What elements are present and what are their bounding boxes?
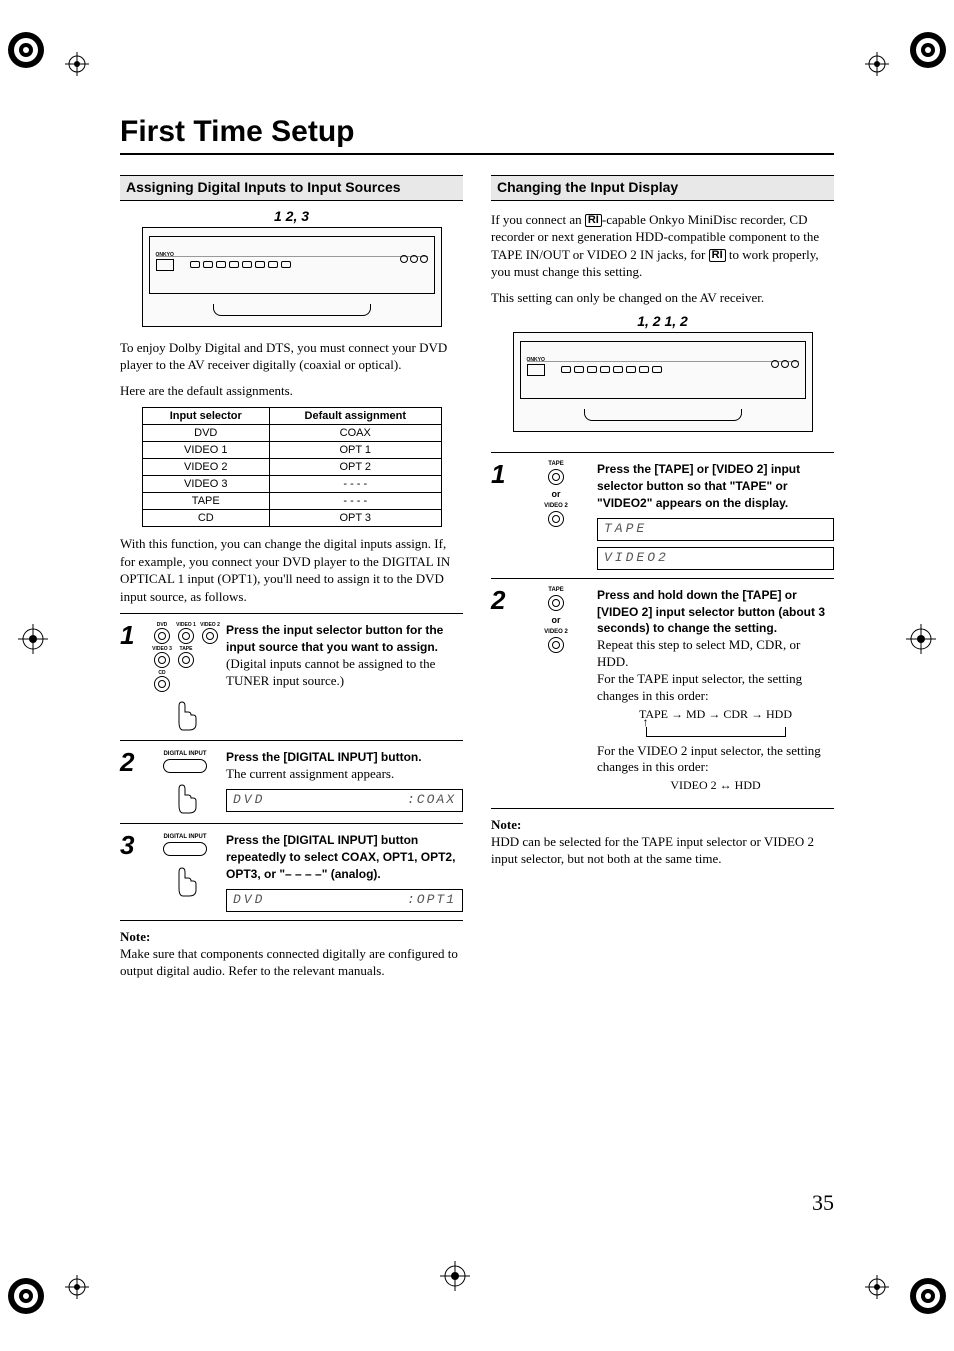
ri-icon: RI (585, 214, 602, 227)
page-content: First Time Setup Assigning Digital Input… (120, 115, 834, 988)
step-detail: (Digital inputs cannot be assigned to th… (226, 656, 463, 690)
note-heading: Note: (491, 817, 834, 833)
table-row: VIDEO 3- - - - (142, 476, 441, 493)
hand-press-icon (165, 775, 205, 815)
step-1: 1 DVD VIDEO 1 VIDEO 2 VIDEO 3 TAPE CD (120, 614, 463, 741)
bullseye-icon (908, 1276, 948, 1321)
page-title: First Time Setup (120, 115, 834, 155)
intro-text-2: This setting can only be changed on the … (491, 289, 834, 307)
step-number: 2 (491, 587, 515, 800)
step-detail: The current assignment appears. (226, 766, 463, 783)
note-heading: Note: (120, 929, 463, 945)
hand-press-icon (165, 858, 205, 898)
digital-input-button-icon: DIGITAL INPUT (152, 832, 218, 912)
lcd-display: TAPE (597, 518, 834, 541)
right-column: Changing the Input Display If you connec… (491, 175, 834, 988)
step-1: 1 TAPE or VIDEO 2 Press the [TAPE] or [V… (491, 453, 834, 578)
bullseye-icon (908, 30, 948, 75)
crop-mark-icon (18, 624, 48, 654)
ri-icon: RI (709, 249, 726, 262)
receiver-diagram: 1, 2 1, 2 ONKYO (513, 332, 813, 432)
step-detail: For the TAPE input selector, the setting… (597, 671, 834, 705)
lcd-display: DVD :OPT1 (226, 889, 463, 912)
left-column: Assigning Digital Inputs to Input Source… (120, 175, 463, 988)
section-header-changing: Changing the Input Display (491, 175, 834, 201)
step-instruction: Press and hold down the [TAPE] or [VIDEO… (597, 588, 825, 636)
lcd-display: DVD :COAX (226, 789, 463, 812)
digital-input-button-icon: DIGITAL INPUT (152, 749, 218, 815)
diagram-step-labels: 1, 2 1, 2 (514, 313, 812, 329)
crop-mark-icon (65, 52, 89, 76)
lcd-display: VIDEO2 (597, 547, 834, 570)
crop-mark-icon (906, 624, 936, 654)
loop-arrow-icon (646, 727, 786, 737)
section-header-assigning: Assigning Digital Inputs to Input Source… (120, 175, 463, 201)
step-number: 3 (120, 832, 144, 912)
hand-press-icon (165, 692, 205, 732)
step-instruction: Press the input selector button for the … (226, 623, 443, 654)
intro-text: To enjoy Dolby Digital and DTS, you must… (120, 339, 463, 374)
tape-video2-dials-icon: TAPE or VIDEO 2 (523, 461, 589, 569)
table-header: Input selector (142, 408, 270, 425)
selector-dials-icon: DVD VIDEO 1 VIDEO 2 VIDEO 3 TAPE CD (152, 622, 218, 732)
assignments-table: Input selector Default assignment DVDCOA… (142, 407, 442, 527)
table-row: VIDEO 1OPT 1 (142, 442, 441, 459)
table-row: CDOPT 3 (142, 510, 441, 527)
step-instruction: Press the [DIGITAL INPUT] button repeate… (226, 833, 455, 881)
tape-video2-dials-icon: TAPE or VIDEO 2 (523, 587, 589, 800)
crop-mark-icon (865, 1275, 889, 1299)
table-row: VIDEO 2OPT 2 (142, 459, 441, 476)
left-steps: 1 DVD VIDEO 1 VIDEO 2 VIDEO 3 TAPE CD (120, 613, 463, 921)
step-2: 2 DIGITAL INPUT Press the [DIGITAL INPUT… (120, 741, 463, 824)
intro-text: If you connect an RI-capable Onkyo MiniD… (491, 211, 834, 281)
step-number: 1 (120, 622, 144, 732)
note-text: Make sure that components connected digi… (120, 945, 463, 980)
step-number: 2 (120, 749, 144, 815)
step-instruction: Press the [DIGITAL INPUT] button. (226, 750, 422, 764)
after-table-text: With this function, you can change the d… (120, 535, 463, 605)
crop-mark-icon (440, 1261, 470, 1291)
step-instruction: Press the [TAPE] or [VIDEO 2] input sele… (597, 462, 800, 510)
note-text: HDD can be selected for the TAPE input s… (491, 833, 834, 868)
right-steps: 1 TAPE or VIDEO 2 Press the [TAPE] or [V… (491, 452, 834, 809)
step-detail: For the VIDEO 2 input selector, the sett… (597, 743, 834, 777)
step-2: 2 TAPE or VIDEO 2 Press and hold down th… (491, 579, 834, 809)
table-header: Default assignment (270, 408, 441, 425)
sequence-text: VIDEO 2 ↔ HDD (597, 778, 834, 794)
page-number: 35 (812, 1190, 834, 1216)
receiver-diagram: 1 2, 3 ONKYO (142, 227, 442, 327)
crop-mark-icon (65, 1275, 89, 1299)
table-row: TAPE- - - - (142, 493, 441, 510)
sequence-text: TAPE → MD → CDR → HDD (597, 707, 834, 723)
step-detail: Repeat this step to select MD, CDR, or H… (597, 637, 834, 671)
bullseye-icon (6, 30, 46, 75)
step-number: 1 (491, 461, 515, 569)
table-row: DVDCOAX (142, 425, 441, 442)
crop-mark-icon (865, 52, 889, 76)
diagram-step-labels: 1 2, 3 (143, 208, 441, 224)
bullseye-icon (6, 1276, 46, 1321)
defaults-intro: Here are the default assignments. (120, 382, 463, 400)
step-3: 3 DIGITAL INPUT Press the [DIGITAL INPUT… (120, 824, 463, 921)
